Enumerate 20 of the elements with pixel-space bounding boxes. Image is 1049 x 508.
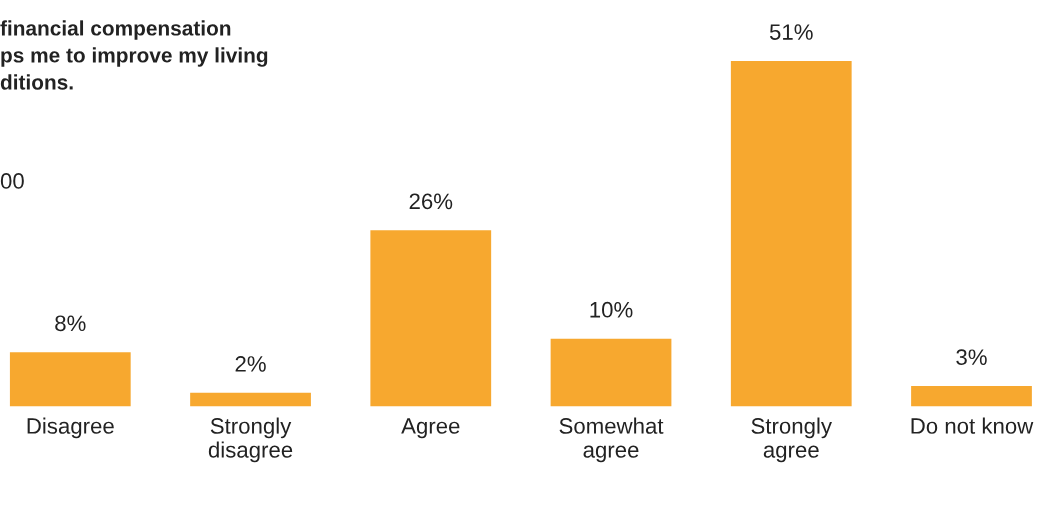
x-tick-label: Do not know (911, 417, 1034, 434)
data-label: 10% (590, 301, 633, 318)
bar (190, 392, 311, 407)
chart-title: financial compensation ps me to improve my living ditions. (0, 20, 268, 90)
x-tick-label: Somewhat agree (559, 417, 664, 463)
text: 00 (0, 173, 24, 189)
bar (730, 60, 852, 407)
bar (370, 230, 492, 407)
data-label: 3% (956, 349, 987, 366)
x-tick-label: Strongly agree (751, 417, 832, 463)
data-label: 51% (769, 24, 813, 40)
bar (550, 338, 672, 407)
x-tick-label: Disagree (27, 417, 114, 439)
data-label: 26% (409, 193, 453, 210)
x-tick-label: Agree (401, 418, 460, 439)
data-label: 8% (55, 315, 86, 332)
bar (911, 386, 1032, 407)
x-tick-label: Strongly disagree (208, 417, 293, 463)
data-label: 2% (235, 356, 266, 372)
bar (9, 352, 131, 407)
